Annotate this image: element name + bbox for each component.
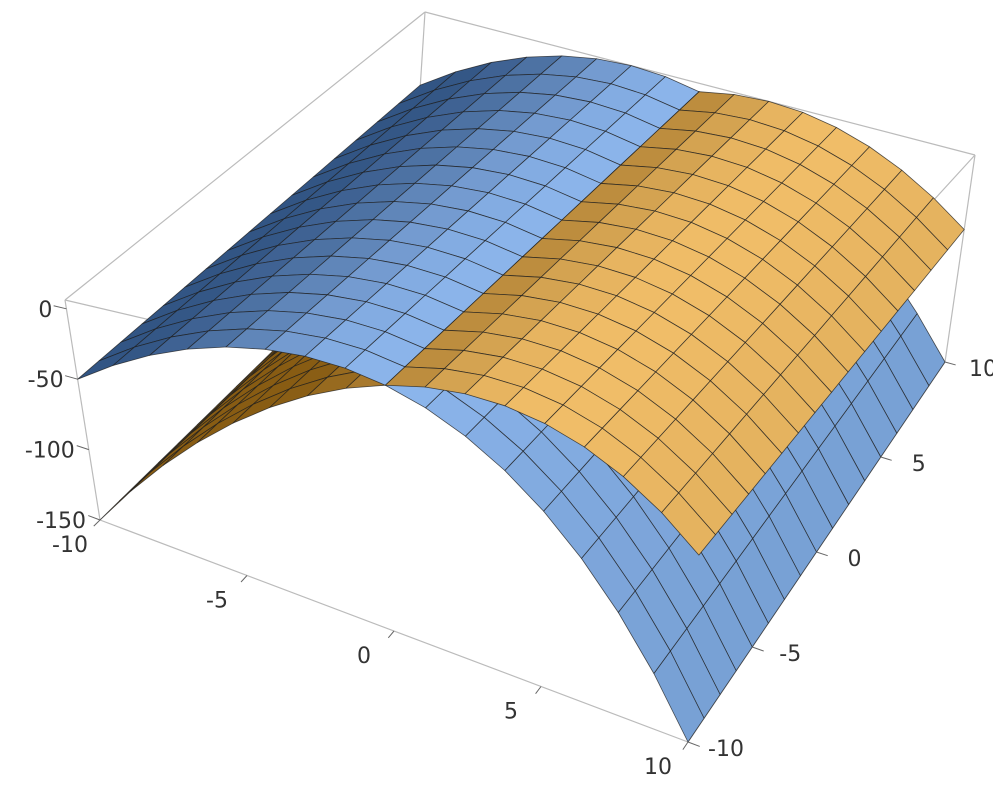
- y-tick-label: 10: [969, 357, 993, 382]
- surface-patch: [77, 346, 135, 380]
- x-tick-label: -5: [206, 589, 228, 614]
- y-tick-label: -10: [708, 737, 744, 762]
- z-tick-label: -100: [25, 439, 75, 464]
- x-tick-label: 5: [504, 700, 518, 725]
- box-edge: [944, 154, 976, 363]
- y-tick: [944, 361, 956, 366]
- x-tick-label: 0: [357, 644, 371, 669]
- y-tick: [752, 646, 764, 652]
- x-tick: [240, 575, 248, 583]
- x-tick-label: -10: [52, 533, 88, 558]
- z-tick-label: -50: [28, 368, 64, 393]
- y-tick-label: -5: [779, 642, 801, 667]
- x-tick: [535, 686, 542, 695]
- z-tick: [65, 375, 78, 380]
- surface-patch: [130, 445, 184, 492]
- x-tick: [682, 741, 689, 750]
- x-tick: [93, 519, 101, 527]
- z-tick: [88, 515, 101, 521]
- y-tick-label: 5: [912, 452, 926, 477]
- z-tick: [76, 445, 89, 451]
- surface-patch: [544, 404, 603, 448]
- z-tick: [53, 305, 67, 310]
- y-tick: [687, 741, 700, 747]
- z-tick-label: -150: [36, 509, 86, 534]
- x-tick: [387, 630, 395, 639]
- z-tick-label: 0: [38, 298, 52, 323]
- box-edge: [424, 11, 976, 156]
- surface-patch: [162, 423, 218, 466]
- box-edge: [64, 299, 101, 521]
- x-tick-label: 10: [644, 755, 672, 780]
- y-tick: [816, 551, 828, 557]
- box-edge: [64, 11, 426, 301]
- y-tick: [880, 456, 892, 461]
- y-tick-label: 0: [848, 547, 862, 572]
